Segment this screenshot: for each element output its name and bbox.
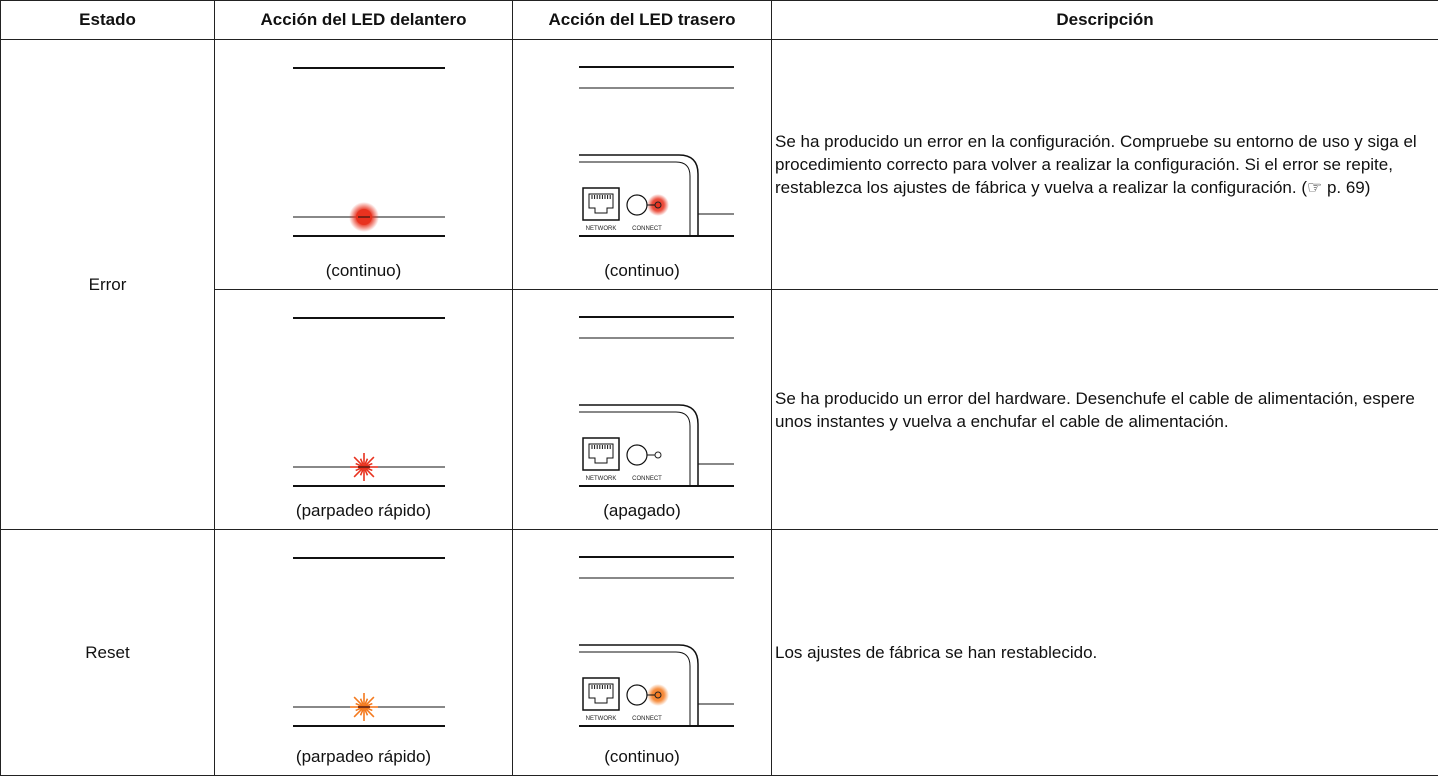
front-figure: (continuo) <box>215 40 512 289</box>
rear-caption: (continuo) <box>604 747 680 766</box>
connect-button <box>626 194 648 216</box>
connect-label: CONNECT <box>632 716 662 722</box>
network-label: NETWORK <box>586 476 617 482</box>
led-ray <box>353 456 363 466</box>
network-jack-port <box>588 683 614 704</box>
rear-caption: (continuo) <box>604 261 680 280</box>
network-jack-port <box>588 443 614 464</box>
state-cell: Error <box>0 39 215 530</box>
panel-inner <box>579 411 691 486</box>
led <box>654 201 662 209</box>
rear-led-drawing: NETWORK CONNECT <box>579 316 734 487</box>
panel-inner <box>579 161 691 236</box>
network-jack <box>582 187 620 221</box>
front-led-drawing <box>293 317 445 487</box>
led-ray <box>364 458 369 465</box>
led-ray <box>359 458 364 465</box>
body-row: Reset (parpadeo rápido) NETWORK CONNECT (con… <box>0 529 1438 776</box>
led-ray <box>364 709 369 716</box>
network-jack-port <box>588 193 614 214</box>
led-ray <box>353 708 363 718</box>
body-row: (parpadeo rápido) NETWORK CONNECT (apagado)… <box>1 289 1438 530</box>
rear-led-drawing: NETWORK CONNECT <box>579 556 734 727</box>
rear-led-drawing: NETWORK CONNECT <box>579 66 734 237</box>
led-ray <box>359 698 364 705</box>
panel-inner <box>579 651 691 726</box>
led-ray <box>364 469 369 476</box>
body-row: Error (continuo) NETWORK CONNECT (continuo) S… <box>0 39 1438 530</box>
front-cell: (parpadeo rápido) <box>214 289 513 530</box>
connect-label: CONNECT <box>632 476 662 482</box>
led-ray <box>365 708 375 718</box>
front-cell: (continuo) <box>214 39 513 290</box>
led-ray <box>353 696 363 706</box>
connect-label: CONNECT <box>632 226 662 232</box>
header-cell: Estado <box>0 0 215 40</box>
rear-cell: NETWORK CONNECT (continuo) <box>512 39 772 290</box>
panel-outline <box>579 644 699 726</box>
rear-figure: NETWORK CONNECT (continuo) <box>513 40 771 289</box>
panel-outline <box>579 154 699 236</box>
rear-cell: NETWORK CONNECT (apagado) <box>512 289 772 530</box>
front-caption: (continuo) <box>325 261 402 280</box>
led-ray <box>359 709 364 716</box>
front-figure: (parpadeo rápido) <box>215 290 512 529</box>
front-led-drawing <box>293 67 445 237</box>
rear-figure: NETWORK CONNECT (continuo) <box>513 530 771 775</box>
network-jack <box>582 437 620 471</box>
front-cell: (parpadeo rápido) <box>214 529 513 776</box>
front-caption: (parpadeo rápido) <box>295 501 432 520</box>
network-label: NETWORK <box>586 716 617 722</box>
header-row: Estado Acción del LED delantero Acción del… <box>0 0 1438 40</box>
panel-outline <box>579 404 699 486</box>
header-cell: Acción del LED delantero <box>214 0 513 40</box>
led-ray <box>365 696 375 706</box>
front-figure: (parpadeo rápido) <box>215 530 512 775</box>
front-caption: (parpadeo rápido) <box>295 747 432 766</box>
description-cell: Se ha producido un error en la configura… <box>771 39 1438 290</box>
led-ray <box>365 468 375 478</box>
header-cell: Descripción <box>771 0 1438 40</box>
led-ray <box>353 468 363 478</box>
network-jack <box>582 677 620 711</box>
led <box>654 691 662 699</box>
led-ray <box>365 456 375 466</box>
network-label: NETWORK <box>586 226 617 232</box>
led-ray <box>364 698 369 705</box>
rear-figure: NETWORK CONNECT (apagado) <box>513 290 771 529</box>
connect-button <box>626 684 648 706</box>
front-led-drawing <box>293 557 445 727</box>
led-ray <box>359 469 364 476</box>
state-cell: Reset <box>0 529 215 776</box>
rear-caption: (apagado) <box>603 501 681 520</box>
description-cell: Se ha producido un error del hardware. D… <box>771 289 1438 530</box>
description-cell: Los ajustes de fábrica se han restableci… <box>771 529 1438 776</box>
header-cell: Acción del LED trasero <box>512 0 772 40</box>
led <box>654 451 662 459</box>
connect-button <box>626 444 648 466</box>
rear-cell: NETWORK CONNECT (continuo) <box>512 529 772 776</box>
